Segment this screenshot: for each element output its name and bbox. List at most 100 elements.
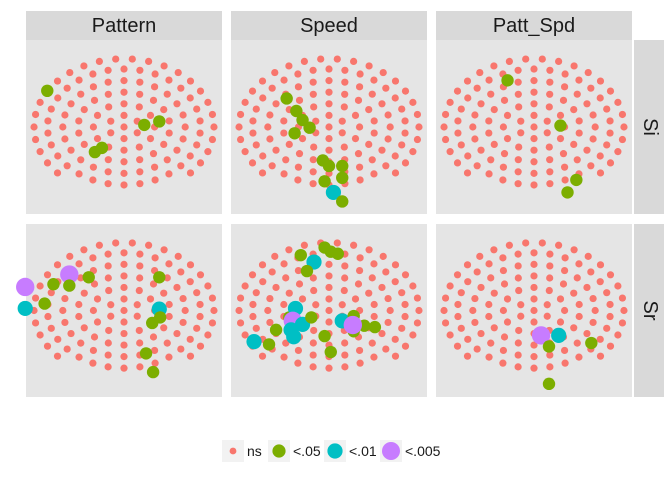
electrode-point-ns bbox=[457, 324, 465, 332]
electrode-point-ns bbox=[409, 282, 417, 290]
significant-point bbox=[138, 118, 151, 132]
electrode-point-ns bbox=[294, 70, 302, 78]
electrode-point-ns bbox=[391, 169, 400, 177]
electrode-point-ns bbox=[120, 100, 128, 108]
significant-point bbox=[280, 92, 293, 105]
electrode-point-ns bbox=[280, 76, 288, 84]
electrode-point-ns bbox=[282, 339, 290, 347]
electrode-point-ns bbox=[530, 260, 538, 268]
electrode-point-ns bbox=[596, 335, 604, 343]
significant-point bbox=[501, 74, 514, 87]
electrode-point-ns bbox=[386, 123, 394, 131]
electrode-point-ns bbox=[150, 83, 159, 91]
electrode-point-ns bbox=[530, 249, 538, 257]
electrode-point-ns bbox=[63, 345, 71, 353]
electrode-point-ns bbox=[120, 306, 128, 315]
electrode-point-ns bbox=[89, 83, 98, 91]
electrode-point-ns bbox=[107, 312, 115, 320]
electrode-point-ns bbox=[499, 359, 507, 367]
electrode-point-ns bbox=[280, 300, 288, 309]
electrode-point-ns bbox=[309, 66, 317, 74]
electrode-point-ns bbox=[570, 140, 578, 148]
significant-point bbox=[336, 171, 349, 185]
electrode-point-ns bbox=[546, 274, 554, 282]
electrode-point-ns bbox=[618, 319, 627, 327]
electrode-point-ns bbox=[31, 319, 40, 327]
electrode-point-ns bbox=[294, 176, 302, 184]
electrode-point-ns bbox=[298, 295, 307, 303]
electrode-point-ns bbox=[93, 111, 102, 120]
electrode-point-ns bbox=[77, 156, 85, 164]
electrode-point-ns bbox=[499, 266, 508, 275]
electrode-point-ns bbox=[120, 341, 128, 349]
electrode-point-ns bbox=[463, 169, 472, 177]
electrode-point-ns bbox=[31, 135, 40, 144]
electrode-point-ns bbox=[603, 141, 611, 149]
electrode-point-ns bbox=[280, 353, 288, 361]
electrode-point-ns bbox=[193, 289, 201, 297]
electrode-point-ns bbox=[476, 252, 484, 260]
electrode-point-ns bbox=[446, 331, 454, 339]
electrode-point-ns bbox=[499, 176, 507, 184]
significant-point bbox=[300, 264, 314, 278]
electrode-point-ns bbox=[149, 280, 158, 288]
electrode-point-ns bbox=[514, 168, 522, 176]
electrode-point-ns bbox=[248, 87, 257, 95]
electrode-point-ns bbox=[105, 286, 113, 295]
electrode-point-ns bbox=[204, 148, 212, 156]
electrode-point-ns bbox=[355, 163, 364, 171]
electrode-point-ns bbox=[560, 306, 569, 315]
electrode-point-ns bbox=[561, 254, 569, 262]
electrode-point-ns bbox=[204, 98, 212, 106]
electrode-point-ns bbox=[75, 76, 83, 84]
electrode-point-ns bbox=[179, 135, 187, 143]
legend-label: <.05 bbox=[293, 443, 321, 459]
electrode-point-ns bbox=[338, 301, 346, 309]
column-strip-label: Patt_Spd bbox=[493, 15, 575, 37]
electrode-point-ns bbox=[104, 250, 112, 258]
electrode-point-ns bbox=[160, 106, 168, 114]
significant-point bbox=[318, 329, 331, 343]
electrode-point-ns bbox=[530, 169, 538, 177]
electrode-point-ns bbox=[384, 135, 392, 143]
legend-swatch bbox=[229, 447, 237, 455]
electrode-point-ns bbox=[556, 318, 565, 326]
electrode-point-ns bbox=[285, 140, 293, 148]
significant-point bbox=[318, 175, 331, 188]
electrode-point-ns bbox=[398, 324, 406, 332]
electrode-point-ns bbox=[75, 312, 83, 321]
electrode-point-ns bbox=[163, 339, 171, 347]
electrode-point-ns bbox=[90, 280, 99, 288]
electrode-point-ns bbox=[47, 141, 55, 149]
electrode-point-ns bbox=[530, 100, 538, 108]
electrode-point-ns bbox=[603, 324, 611, 332]
electrode-point-ns bbox=[543, 312, 551, 320]
electrode-point-ns bbox=[365, 289, 373, 297]
electrode-point-ns bbox=[485, 129, 493, 137]
electrode-point-ns bbox=[120, 272, 128, 280]
electrode-point-ns bbox=[570, 289, 578, 297]
electrode-point-ns bbox=[179, 318, 187, 327]
electrode-point-ns bbox=[555, 241, 563, 249]
electrode-point-ns bbox=[128, 239, 136, 247]
electrode-point-ns bbox=[80, 246, 88, 254]
electrode-point-ns bbox=[354, 150, 363, 158]
column-strip bbox=[231, 11, 427, 40]
electrode-point-ns bbox=[112, 55, 120, 63]
electrode-point-ns bbox=[370, 117, 378, 125]
electrode-point-ns bbox=[378, 146, 386, 154]
electrode-point-ns bbox=[517, 129, 525, 137]
electrode-point-ns bbox=[543, 129, 551, 137]
electrode-point-ns bbox=[457, 141, 465, 149]
electrode-point-ns bbox=[464, 94, 472, 102]
electrode-point-ns bbox=[543, 117, 551, 125]
significant-point bbox=[305, 311, 318, 324]
electrode-point-ns bbox=[606, 87, 615, 95]
significant-point bbox=[542, 377, 556, 391]
electrode-point-ns bbox=[285, 289, 293, 297]
electrode-point-ns bbox=[165, 300, 173, 309]
electrode-point-ns bbox=[259, 278, 267, 286]
electrode-point-ns bbox=[391, 352, 400, 360]
electrode-point-ns bbox=[398, 105, 406, 113]
electrode-point-ns bbox=[47, 324, 55, 332]
